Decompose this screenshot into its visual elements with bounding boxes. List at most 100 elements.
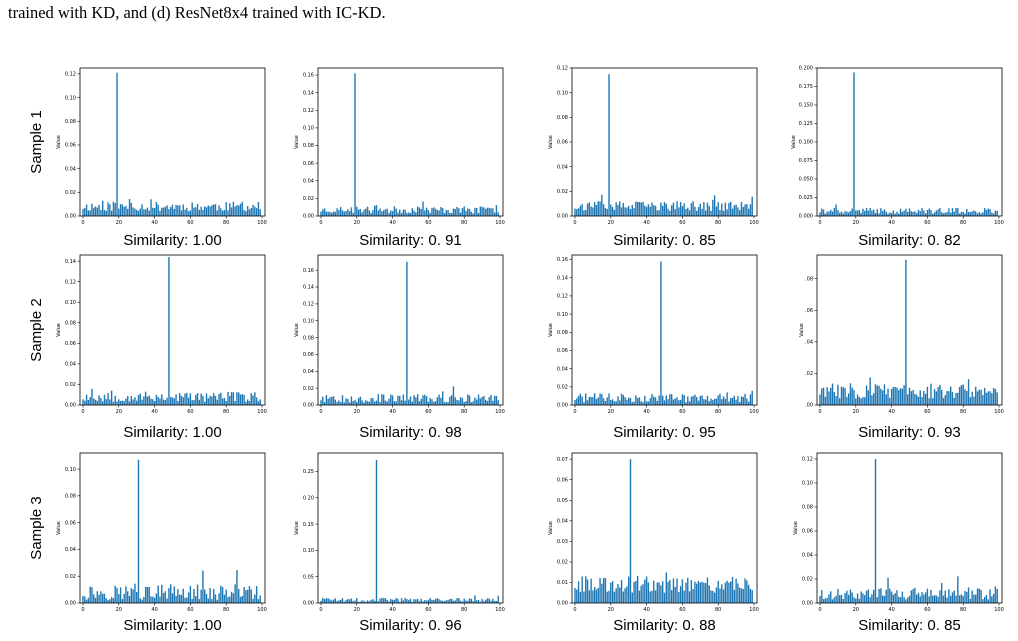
bar (343, 402, 345, 405)
bar (688, 401, 691, 405)
bar (910, 391, 912, 405)
bar (425, 600, 428, 603)
bar (357, 209, 360, 216)
bar (388, 398, 390, 405)
bar (144, 209, 147, 216)
bar (624, 588, 626, 603)
bar (257, 201, 260, 216)
bar (722, 396, 725, 405)
y-axis-label: Value (56, 323, 62, 337)
bar (604, 401, 607, 405)
bar (638, 397, 641, 405)
bar (615, 401, 617, 405)
bar (84, 596, 86, 603)
bar (168, 257, 170, 405)
bar (180, 594, 183, 603)
bar (402, 600, 405, 603)
bar (343, 601, 345, 603)
bar (408, 600, 410, 603)
bar (338, 209, 340, 216)
bar (701, 208, 703, 216)
y-tick-label: 0.08 (65, 321, 76, 327)
bar (935, 391, 938, 405)
bar (676, 397, 678, 405)
bar (148, 586, 150, 603)
bar (948, 589, 950, 603)
bar (323, 402, 326, 405)
bar (195, 394, 197, 405)
bar (196, 393, 199, 405)
bar (173, 209, 175, 216)
bar (146, 396, 149, 405)
bar (418, 401, 421, 405)
y-tick-label: 0.08 (557, 115, 568, 121)
y-tick-label: 0.10 (65, 300, 76, 306)
bar (436, 598, 439, 603)
similarity-label: Similarity: 1.00 (123, 232, 221, 249)
bar (483, 601, 485, 603)
x-tick-label: 20 (608, 409, 614, 415)
bar (935, 595, 938, 603)
bar (994, 388, 997, 405)
bar (681, 394, 684, 405)
bar (382, 210, 385, 216)
y-tick-label: .00 (805, 403, 813, 409)
bar (919, 390, 921, 405)
bar (384, 598, 387, 603)
y-tick-label: 0.01 (557, 580, 568, 586)
bar (354, 600, 356, 603)
bar (946, 211, 948, 216)
bar (204, 206, 206, 216)
bar (221, 210, 224, 216)
bar (173, 586, 175, 603)
similarity-label: Similarity: 0. 85 (858, 617, 961, 634)
bar (164, 206, 167, 216)
bar (186, 207, 188, 216)
bar (141, 399, 143, 405)
bar (374, 600, 376, 603)
bar (613, 401, 616, 405)
bar (724, 398, 727, 405)
bar (433, 600, 435, 603)
bar (910, 590, 912, 603)
bar (837, 210, 839, 216)
bar (375, 459, 378, 603)
y-axis-label: Value (294, 521, 300, 535)
bar (642, 201, 644, 216)
bar (186, 597, 188, 603)
bar (123, 206, 125, 216)
figure-caption: trained with KD, and (d) ResNet8x4 train… (8, 3, 386, 22)
bar (148, 210, 150, 216)
bar (631, 402, 633, 405)
bar (751, 590, 753, 603)
bar (87, 399, 90, 405)
bar (118, 208, 120, 216)
bar (87, 597, 90, 603)
bar (93, 594, 95, 603)
bar (740, 588, 743, 603)
bar (128, 199, 131, 216)
bar (221, 587, 224, 603)
bar (191, 598, 193, 603)
y-tick-label: 0.03 (557, 539, 568, 545)
bar (132, 589, 134, 603)
x-tick-label: 80 (960, 409, 966, 415)
bar (178, 393, 181, 405)
similarity-label: Similarity: 0. 95 (613, 424, 716, 441)
bar (121, 400, 124, 405)
bar (161, 394, 163, 405)
y-tick-label: 0.10 (65, 95, 76, 101)
bar (205, 207, 208, 216)
bar (645, 401, 648, 405)
x-tick-label: 80 (715, 409, 721, 415)
bar (175, 394, 177, 405)
bar (474, 397, 476, 405)
bar (933, 212, 936, 216)
bar (157, 396, 159, 405)
bar (461, 601, 464, 603)
subplot-r1-c3: 0 20 40 60 80 100 0.00 0.02 0.04 0.06 0.08 0.10 0.12… (548, 66, 759, 249)
bar (912, 588, 914, 603)
bar (917, 592, 920, 603)
bar (896, 590, 898, 603)
bar (840, 386, 843, 405)
